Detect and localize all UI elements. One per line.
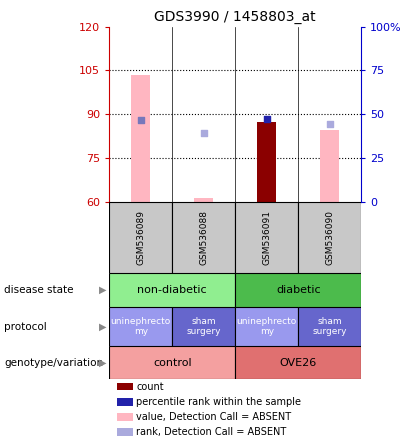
Text: rank, Detection Call = ABSENT: rank, Detection Call = ABSENT (136, 427, 287, 437)
Bar (235, 273, 361, 307)
Bar (194, 198, 213, 202)
Text: GSM536091: GSM536091 (262, 210, 271, 265)
Text: ▶: ▶ (99, 358, 107, 368)
Text: percentile rank within the sample: percentile rank within the sample (136, 397, 302, 407)
Bar (235, 307, 298, 346)
Bar (172, 307, 235, 346)
Bar (298, 307, 361, 346)
Text: ▶: ▶ (99, 322, 107, 332)
Text: count: count (136, 382, 164, 392)
Point (200, 130, 207, 137)
Bar (117, 398, 134, 405)
Bar (235, 202, 298, 273)
Bar (172, 202, 235, 273)
Text: value, Detection Call = ABSENT: value, Detection Call = ABSENT (136, 412, 291, 422)
Point (137, 117, 144, 124)
Text: non-diabetic: non-diabetic (137, 285, 207, 295)
Point (263, 115, 270, 122)
Bar (117, 383, 134, 390)
Text: OVE26: OVE26 (280, 358, 317, 368)
Text: genotype/variation: genotype/variation (4, 358, 103, 368)
Bar (109, 273, 235, 307)
Text: disease state: disease state (4, 285, 74, 295)
Text: control: control (153, 358, 192, 368)
Bar (109, 346, 235, 379)
Text: uninephrecto
my: uninephrecto my (236, 317, 297, 337)
Text: uninephrecto
my: uninephrecto my (110, 317, 171, 337)
Text: GSM536088: GSM536088 (199, 210, 208, 265)
Text: ▶: ▶ (99, 285, 107, 295)
Text: protocol: protocol (4, 322, 47, 332)
Text: sham
surgery: sham surgery (186, 317, 221, 337)
Bar (109, 307, 172, 346)
Title: GDS3990 / 1458803_at: GDS3990 / 1458803_at (155, 10, 316, 24)
Text: GSM536089: GSM536089 (136, 210, 145, 265)
Bar (320, 131, 339, 202)
Bar (117, 428, 134, 436)
Bar (109, 202, 172, 273)
Bar (117, 413, 134, 420)
Text: sham
surgery: sham surgery (312, 317, 347, 337)
Bar (298, 202, 361, 273)
Point (326, 121, 333, 128)
Bar (235, 346, 361, 379)
Text: GSM536090: GSM536090 (325, 210, 334, 265)
Bar (257, 122, 276, 202)
Bar (131, 75, 150, 202)
Text: diabetic: diabetic (276, 285, 320, 295)
